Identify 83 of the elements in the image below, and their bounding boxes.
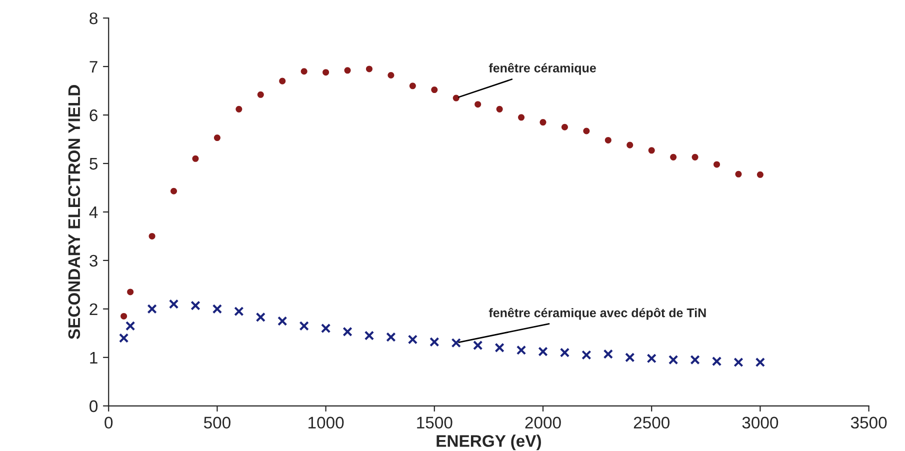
point: [279, 78, 286, 84]
point: [583, 128, 590, 134]
point: [496, 106, 503, 112]
y-tick-label: 1: [90, 352, 98, 364]
point: [299, 321, 309, 331]
point: [278, 316, 288, 326]
point: [409, 82, 416, 90]
point: [626, 142, 634, 148]
point: [214, 134, 220, 142]
point: [452, 94, 460, 102]
annotation: fenêtre céramique avec dépôt de TiN: [488, 308, 706, 320]
point: [648, 147, 655, 154]
point: [256, 312, 266, 322]
y-axis-title: SECONDARY ELECTRON YIELD: [68, 85, 80, 340]
point: [756, 171, 764, 178]
point: [712, 356, 722, 366]
x-tick-label: 0: [104, 416, 113, 429]
point: [408, 334, 418, 344]
point: [430, 337, 440, 347]
point: [431, 86, 438, 94]
x-tick-label: 500: [204, 416, 230, 429]
point: [494, 342, 504, 353]
y-tick-label: 7: [90, 61, 98, 73]
point: [125, 321, 136, 331]
point: [118, 333, 129, 343]
point: [518, 114, 525, 121]
point: [170, 188, 178, 194]
point: [320, 323, 331, 334]
point: [735, 170, 742, 178]
point: [148, 232, 156, 240]
x-tick-label: 2500: [634, 416, 670, 429]
point: [474, 101, 482, 108]
y-tick-label: 2: [90, 303, 98, 315]
y-tick-label: 3: [90, 254, 98, 267]
point: [386, 332, 396, 342]
point: [344, 67, 351, 74]
point: [366, 66, 372, 72]
point: [755, 357, 766, 368]
point: [714, 161, 720, 168]
y-tick-label: 4: [89, 206, 98, 218]
point: [538, 346, 548, 356]
point: [190, 300, 200, 310]
point: [300, 68, 308, 75]
point: [582, 350, 592, 360]
point: [670, 154, 677, 160]
point: [603, 349, 614, 359]
x-tick-label: 3000: [742, 416, 778, 429]
point: [342, 326, 352, 337]
point: [540, 119, 546, 126]
x-tick-label: 1500: [417, 416, 452, 429]
point: [236, 106, 242, 112]
point: [604, 136, 612, 144]
point: [212, 304, 222, 314]
point: [561, 124, 568, 130]
point: [451, 338, 461, 348]
point: [646, 354, 656, 364]
point: [168, 299, 179, 309]
x-axis-title: ENERGY (eV): [436, 434, 541, 450]
point: [668, 354, 678, 365]
x-tick-label: 3500: [850, 416, 887, 429]
point: [388, 72, 394, 79]
x-tick-label: 2000: [525, 416, 561, 429]
y-tick-label: 6: [90, 109, 98, 122]
point: [734, 357, 744, 368]
point: [690, 354, 700, 365]
point: [257, 91, 264, 98]
point: [516, 345, 526, 355]
point: [322, 69, 330, 76]
point: [625, 352, 635, 362]
y-tick-label: 0: [90, 400, 98, 412]
point: [147, 304, 157, 314]
y-tick-label: 8: [90, 12, 98, 24]
point: [234, 306, 244, 316]
annotation: fenêtre céramique: [488, 62, 596, 75]
point: [127, 288, 134, 296]
y-tick-label: 5: [90, 158, 98, 170]
point: [192, 155, 199, 162]
point: [692, 154, 698, 160]
point: [472, 340, 483, 350]
point: [560, 348, 570, 358]
x-tick-label: 1000: [308, 416, 344, 429]
point: [364, 330, 374, 340]
point: [120, 312, 128, 320]
